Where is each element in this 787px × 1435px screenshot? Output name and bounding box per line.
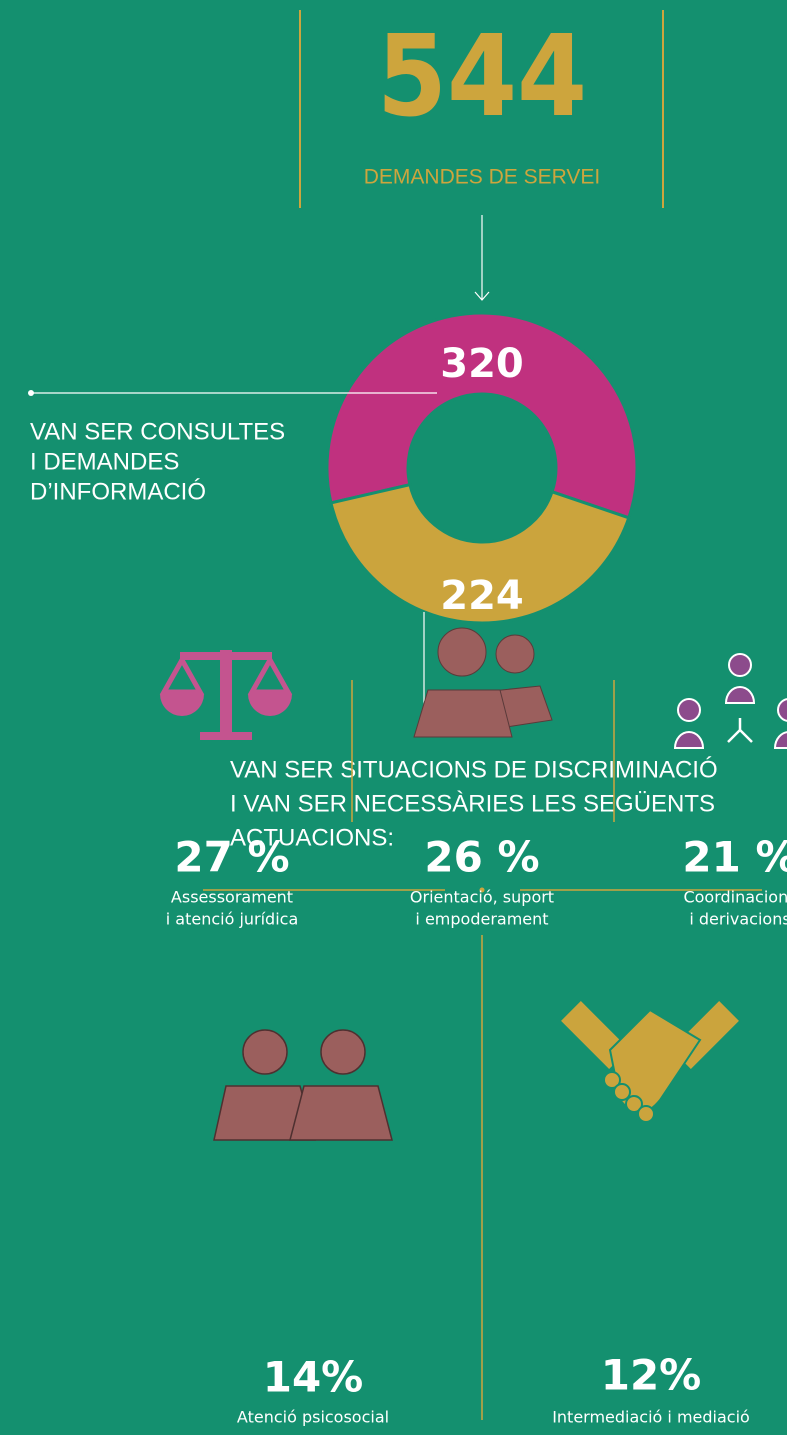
donut-segment <box>325 311 639 520</box>
percentage: 21 % <box>682 833 787 882</box>
consultes-line: D’INFORMACIÓ <box>30 478 206 505</box>
discriminacio-line: I VAN SER NECESSÀRIES LES SEGÜENTS <box>230 790 715 817</box>
leader-dot <box>28 390 34 396</box>
discriminacio-line: ACTUACIONS: <box>230 824 394 851</box>
segment-label: 320 <box>440 341 524 387</box>
description: Coordinacions <box>683 888 787 907</box>
percentage: 12% <box>601 1351 702 1400</box>
description: i empoderament <box>415 910 548 929</box>
percentage: 27 % <box>174 833 289 882</box>
consultes-line: I DEMANDES <box>30 448 179 475</box>
percentage: 26 % <box>424 833 539 882</box>
actuacions: 27 % Assessorament i atenció jurídica 26 % O… <box>166 833 787 1427</box>
percentage: 14% <box>263 1353 364 1402</box>
description: i atenció jurídica <box>166 910 299 929</box>
total-label: DEMANDES DE SERVEI <box>364 166 601 189</box>
donut <box>325 311 639 625</box>
icon-people <box>413 627 553 738</box>
description: Intermediació i mediació <box>552 1408 750 1427</box>
description: Assessorament <box>171 888 293 907</box>
icon-scales <box>159 650 293 740</box>
segment-label: 224 <box>440 573 524 619</box>
donut-segment <box>329 482 631 625</box>
description: i derivacions <box>689 910 787 929</box>
discriminacio-line: VAN SER SITUACIONS DE DISCRIMINACIÓ <box>230 756 718 783</box>
consultes-line: VAN SER CONSULTES <box>30 418 285 445</box>
separator-dot <box>479 887 485 893</box>
icon-people-pair <box>213 1029 393 1141</box>
description: Orientació, suport <box>410 888 554 907</box>
icon-handshake <box>558 998 742 1123</box>
icon-network <box>673 653 787 749</box>
description: Atenció psicosocial <box>237 1408 389 1427</box>
arrow-head <box>474 291 490 301</box>
total: 544 <box>377 12 587 142</box>
